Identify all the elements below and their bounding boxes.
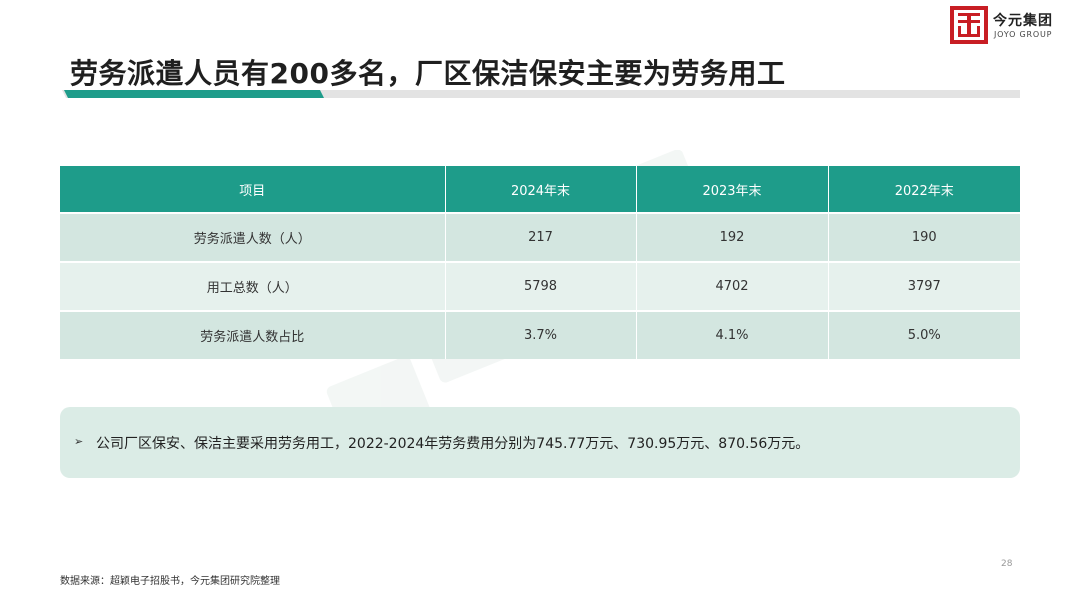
- table-cell: 劳务派遣人数（人）: [60, 212, 446, 262]
- table-cell: 5.0%: [828, 310, 1020, 359]
- table-row: 用工总数（人） 5798 4702 3797: [60, 261, 1020, 311]
- table-row: 劳务派遣人数占比 3.7% 4.1% 5.0%: [60, 310, 1020, 359]
- table-header: 项目: [60, 166, 446, 213]
- note-text: 公司厂区保安、保洁主要采用劳务用工，2022-2024年劳务费用分别为745.7…: [96, 436, 810, 452]
- table-cell: 4.1%: [636, 310, 829, 359]
- table-cell: 192: [636, 212, 829, 262]
- logo-name-cn: 今元集团: [993, 13, 1053, 29]
- table-cell: 217: [445, 212, 637, 262]
- table-cell: 3797: [828, 261, 1020, 311]
- page-title: 劳务派遣人员有200多名，厂区保洁保安主要为劳务用工: [70, 57, 786, 90]
- staffing-table: 项目 2024年末 2023年末 2022年末 劳务派遣人数（人） 217 19…: [60, 166, 1020, 359]
- page-number: 28: [1001, 559, 1013, 569]
- table-row: 劳务派遣人数（人） 217 192 190: [60, 212, 1020, 262]
- table-header: 2022年末: [828, 166, 1020, 213]
- table-header: 2023年末: [636, 166, 829, 213]
- table-cell: 5798: [445, 261, 637, 311]
- logo-name-en: JOYO GROUP: [994, 30, 1053, 39]
- company-logo: 今元集团 JOYO GROUP: [950, 6, 1078, 46]
- bullet-arrow-icon: ➢: [74, 435, 84, 448]
- table-cell: 190: [828, 212, 1020, 262]
- table-cell: 3.7%: [445, 310, 637, 359]
- title-underline-bar: [62, 90, 1020, 98]
- logo-seal-icon: [950, 6, 988, 44]
- data-source: 数据来源：超颖电子招股书，今元集团研究院整理: [60, 576, 280, 587]
- table-header-row: 项目 2024年末 2023年末 2022年末: [60, 166, 1020, 213]
- table-cell: 4702: [636, 261, 829, 311]
- table-cell: 用工总数（人）: [60, 261, 446, 311]
- table-cell: 劳务派遣人数占比: [60, 310, 446, 359]
- note-box: ➢ 公司厂区保安、保洁主要采用劳务用工，2022-2024年劳务费用分别为745…: [60, 407, 1020, 478]
- table-header: 2024年末: [445, 166, 637, 213]
